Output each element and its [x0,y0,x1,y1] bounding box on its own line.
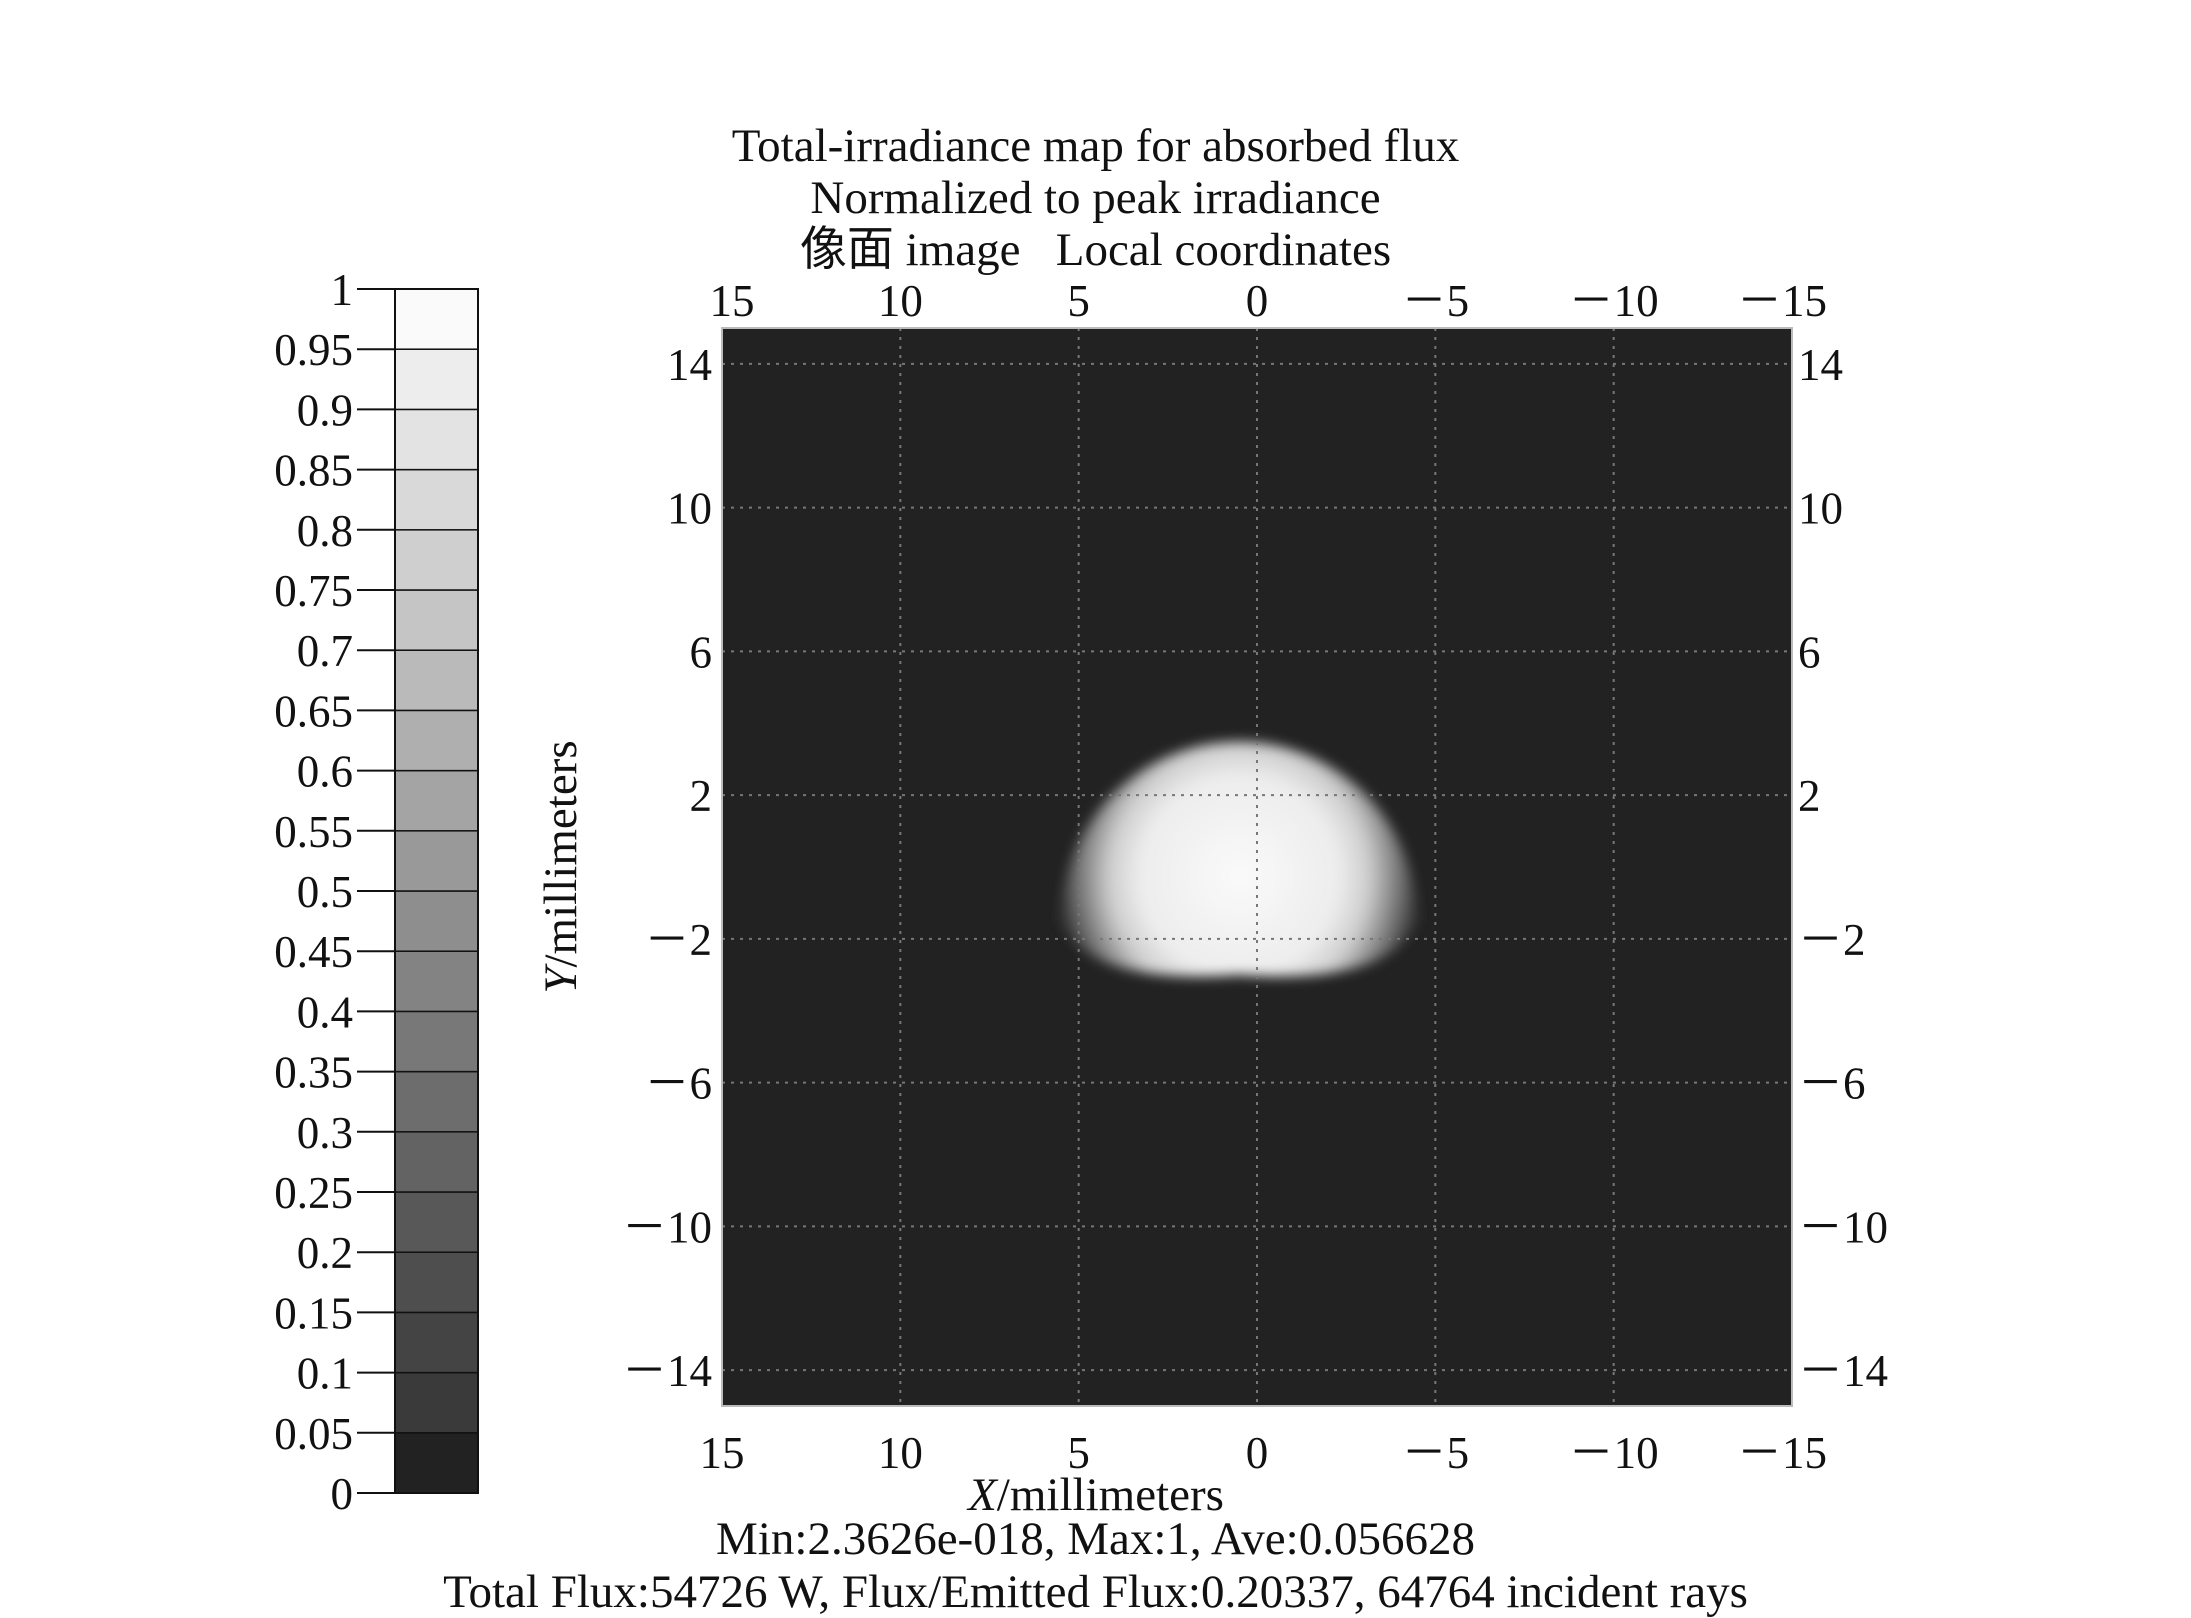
y-tick-left: 6 [690,627,713,677]
colorbar-tick-label: 0.2 [297,1228,353,1278]
x-tick-top: －5 [1402,276,1470,326]
x-tick-bottom: －5 [1402,1428,1470,1478]
colorbar-tick-label: 0.9 [297,385,353,435]
colorbar-segment [394,468,479,531]
colorbar-segment [394,950,479,1013]
colorbar-tick-label: 0.45 [274,927,353,977]
y-tick-right: 14 [1798,340,1843,390]
x-tick-bottom: 15 [700,1428,745,1478]
colorbar-tick-label: 0.95 [274,325,353,375]
plot-frame [721,327,1793,1407]
y-tick-left: －6 [644,1059,712,1109]
colorbar-tick-label: 0.55 [274,807,353,857]
y-tick-right: 2 [1798,771,1821,821]
colorbar-tick-label: 0.75 [274,566,353,616]
colorbar-segment [394,709,479,772]
colorbar-segment [394,830,479,892]
y-tick-left: －2 [644,915,712,965]
y-tick-right: －10 [1798,1202,1888,1252]
colorbar-segment [394,769,479,832]
colorbar-segment [394,1371,479,1434]
stats-line-2: Total Flux:54726 W, Flux/Emitted Flux:0.… [443,1566,1748,1618]
colorbar-segment [394,1251,479,1314]
x-tick-bottom: －10 [1569,1428,1659,1478]
colorbar-tick-label: 0.4 [297,987,353,1037]
colorbar-segment [394,1191,479,1253]
colorbar-tick-label: 0.5 [297,867,353,917]
colorbar-tick-label: 0.05 [274,1409,353,1459]
colorbar-segment [394,589,479,651]
colorbar-tick-label: 1 [331,265,354,315]
colorbar-segment [394,1070,479,1133]
y-tick-left: 14 [667,340,712,390]
y-tick-left: －10 [622,1202,712,1252]
colorbar-tick-label: 0.85 [274,446,353,496]
x-tick-top: －15 [1737,276,1827,326]
colorbar-segment [394,890,479,952]
colorbar-segment [394,348,479,411]
x-tick-top: 0 [1246,276,1269,326]
chart-title-line-3: 像面 image Local coordinates [799,224,1392,276]
x-tick-top: 10 [878,276,923,326]
colorbar-segment [394,529,479,591]
colorbar-segment [394,1010,479,1073]
y-tick-right: 6 [1798,627,1821,677]
colorbar-tick-label: 0.25 [274,1168,353,1218]
y-tick-right: －14 [1798,1346,1888,1396]
x-tick-top: 5 [1067,276,1090,326]
y-tick-left: －14 [622,1346,712,1396]
irradiance-spot [1060,741,1418,977]
colorbar-segment [394,288,479,350]
x-tick-bottom: 5 [1067,1428,1090,1478]
colorbar-tick-label: 0.8 [297,506,353,556]
y-tick-left: 2 [690,771,713,821]
colorbar-tick-label: 0.35 [274,1048,353,1098]
colorbar-tick-label: 0.6 [297,747,353,797]
colorbar-tick-label: 0 [331,1469,354,1519]
chart-title-line-1: Total-irradiance map for absorbed flux [731,120,1460,172]
colorbar-segment [394,408,479,471]
y-tick-right: －6 [1798,1059,1866,1109]
y-tick-right: 10 [1798,484,1843,534]
stats-line-1: Min:2.3626e-018, Max:1, Ave:0.056628 [716,1513,1475,1565]
x-tick-bottom: 10 [878,1428,923,1478]
colorbar-tick-label: 0.1 [297,1349,353,1399]
colorbar-segment [394,1131,479,1193]
x-tick-bottom: －15 [1737,1428,1827,1478]
x-tick-top: －10 [1569,276,1659,326]
colorbar-segment [394,1432,479,1494]
y-tick-left: 10 [667,484,712,534]
colorbar-tick-label: 0.3 [297,1108,353,1158]
y-axis-label: Y/millimeters [535,740,587,993]
chart-title-line-2: Normalized to peak irradiance [810,172,1381,224]
x-axis-label: X/millimeters [968,1469,1224,1521]
x-tick-bottom: 0 [1246,1428,1269,1478]
colorbar-tick-label: 0.15 [274,1288,353,1338]
x-tick-top: 15 [710,276,755,326]
colorbar-segment [394,1311,479,1374]
colorbar-tick-label: 0.65 [274,686,353,736]
colorbar-segment [394,649,479,712]
colorbar-tick-label: 0.7 [297,626,353,676]
y-tick-right: －2 [1798,915,1866,965]
